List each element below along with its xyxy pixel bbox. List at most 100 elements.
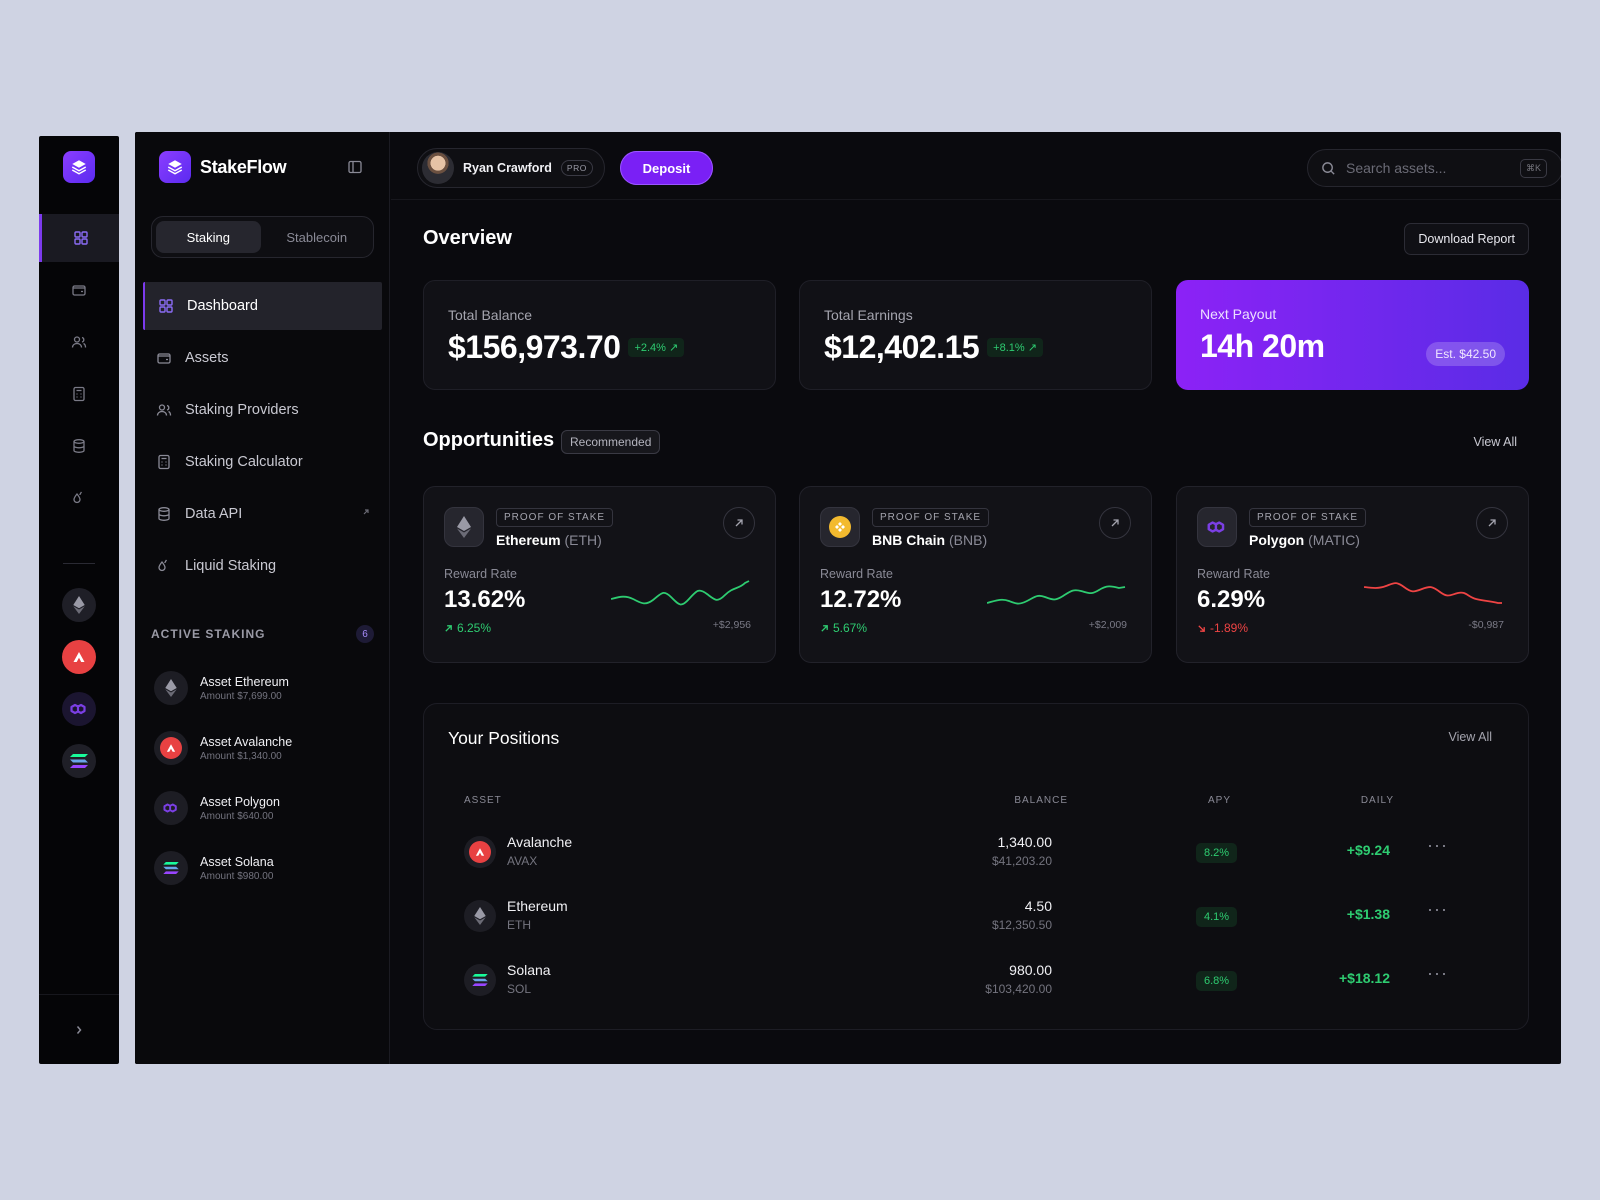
sidebar-item-label: Assets [185,350,229,366]
positions-view-all-link[interactable]: View All [1448,730,1492,744]
rail-wallet-icon[interactable] [39,266,119,314]
rail-database-icon[interactable] [39,422,119,470]
balance-value: 1,340.00 [997,834,1053,850]
estimate-badge: Est. $42.50 [1426,342,1505,366]
rail-expand-button[interactable] [39,994,119,1064]
rail-drops-icon[interactable] [39,474,119,522]
app-window: StakeFlow Staking Stablecoin Dashboard A… [135,132,1561,1064]
opportunities-view-all-link[interactable]: View All [1473,435,1517,449]
rail-logo-icon[interactable] [63,151,95,183]
total-earnings-card: Total Earnings $12,402.15 +8.1% ↗ [799,280,1152,390]
asset-name: Asset Polygon [200,794,280,809]
opportunity-card-ethereum[interactable]: PROOF OF STAKE Ethereum (ETH) Reward Rat… [423,486,776,663]
search-icon [1322,161,1335,175]
opportunity-card-bnb[interactable]: PROOF OF STAKE BNB Chain (BNB) Reward Ra… [799,486,1152,663]
opportunity-name: BNB Chain (BNB) [872,532,987,548]
consensus-tag: PROOF OF STAKE [1249,508,1367,527]
balance-usd: $12,350.50 [991,918,1052,932]
sidebar-item-label: Staking Calculator [185,454,303,470]
pro-badge: PRO [560,160,593,176]
column-header-apy: APY [1208,795,1232,806]
asset-name: BNB Chain [872,532,946,548]
reward-rate-value: 12.72% [820,586,902,613]
user-menu[interactable]: Ryan Crawford PRO [417,148,605,188]
reward-rate-label: Reward Rate [1197,567,1270,581]
sidebar-item-label: Staking Providers [185,402,299,418]
bnb-icon [820,507,860,547]
deposit-button[interactable]: Deposit [620,151,713,185]
sidebar-item-label: Data API [185,506,243,522]
list-item[interactable]: Asset Ethereum Amount $7,699.00 [154,658,292,718]
more-options-button[interactable]: ··· [1427,835,1448,855]
sidebar-item-label: Dashboard [187,298,258,314]
rail-avalanche-icon[interactable] [62,640,96,674]
asset-ticker: (ETH) [564,532,602,548]
column-header-balance: BALANCE [1014,795,1068,806]
opportunity-card-polygon[interactable]: PROOF OF STAKE Polygon (MATIC) Reward Ra… [1176,486,1529,663]
stakeflow-logo-icon [159,151,191,183]
sidebar-item-data-api[interactable]: Data API [143,490,382,538]
ethereum-icon [154,671,188,705]
balance-usd: $103,420.00 [985,982,1052,996]
topbar: Ryan Crawford PRO Deposit ⌘K [391,132,1561,200]
sidebar-item-liquid-staking[interactable]: Liquid Staking [143,542,382,590]
asset-name: Solana [507,962,551,978]
table-row[interactable]: Avalanche AVAX 1,340.00 $41,203.20 8.2% … [448,822,1488,886]
arrow-up-right-icon [735,519,743,527]
rate-change: -1.89% [1197,621,1248,635]
daily-value: +$18.12 [1339,970,1390,986]
sidebar-item-assets[interactable]: Assets [143,334,382,382]
drops-icon [158,559,168,572]
brand[interactable]: StakeFlow [159,151,287,183]
polygon-icon [154,791,188,825]
more-options-button[interactable]: ··· [1427,899,1448,919]
more-options-button[interactable]: ··· [1427,963,1448,983]
tab-staking[interactable]: Staking [156,221,261,253]
open-link-button[interactable] [723,507,755,539]
active-staking-list: Asset Ethereum Amount $7,699.00 Asset Ava… [154,658,292,898]
stat-value: $156,973.70 [448,329,621,365]
reward-rate-value: 6.29% [1197,586,1266,613]
stat-label: Total Balance [448,307,533,323]
apy-badge: 8.2% [1196,843,1238,863]
recommended-badge: Recommended [561,430,661,454]
avalanche-icon [154,731,188,765]
reward-rate-value: 13.62% [444,586,526,613]
asset-symbol: SOL [507,982,532,996]
sidebar-item-label: Liquid Staking [185,558,277,574]
table-row[interactable]: Ethereum ETH 4.50 $12,350.50 4.1% +$1.38… [448,886,1488,950]
sidebar-item-staking-providers[interactable]: Staking Providers [143,386,382,434]
open-link-button[interactable] [1476,507,1508,539]
asset-name: Avalanche [507,834,573,850]
rail-users-icon[interactable] [39,318,119,366]
tab-stablecoin[interactable]: Stablecoin [286,229,348,245]
user-name: Ryan Crawford [463,161,552,175]
rail-ethereum-icon[interactable] [62,588,96,622]
asset-amount: Amount $1,340.00 [200,750,282,762]
open-link-button[interactable] [1099,507,1131,539]
list-item[interactable]: Asset Solana Amount $980.00 [154,838,292,898]
list-item[interactable]: Asset Avalanche Amount $1,340.00 [154,718,292,778]
search-bar: ⌘K [1307,149,1561,187]
arrow-down-right-icon [1198,624,1205,632]
sidebar-item-dashboard[interactable]: Dashboard [143,282,382,330]
database-icon [158,507,170,521]
list-item[interactable]: Asset Polygon Amount $640.00 [154,778,292,838]
rail-polygon-icon[interactable] [62,692,96,726]
table-row[interactable]: Solana SOL 980.00 $103,420.00 6.8% +$18.… [448,950,1488,1014]
asset-amount: Amount $7,699.00 [200,690,282,702]
rail-calculator-icon[interactable] [39,370,119,418]
rail-divider [63,563,95,564]
sidebar-toggle-icon[interactable] [347,159,363,175]
asset-amount: Amount $980.00 [200,870,274,882]
sidebar-item-staking-calculator[interactable]: Staking Calculator [143,438,382,486]
search-input[interactable] [1346,160,1510,176]
external-link-icon [363,509,369,515]
arrow-up-right-icon [1488,519,1496,527]
download-report-button[interactable]: Download Report [1404,223,1529,255]
rail-dashboard-icon[interactable] [39,214,119,262]
daily-value: +$9.24 [1346,842,1390,858]
stat-label: Total Earnings [824,307,913,323]
rail-solana-icon[interactable] [62,744,96,778]
change-badge: +2.4% ↗ [628,338,685,357]
